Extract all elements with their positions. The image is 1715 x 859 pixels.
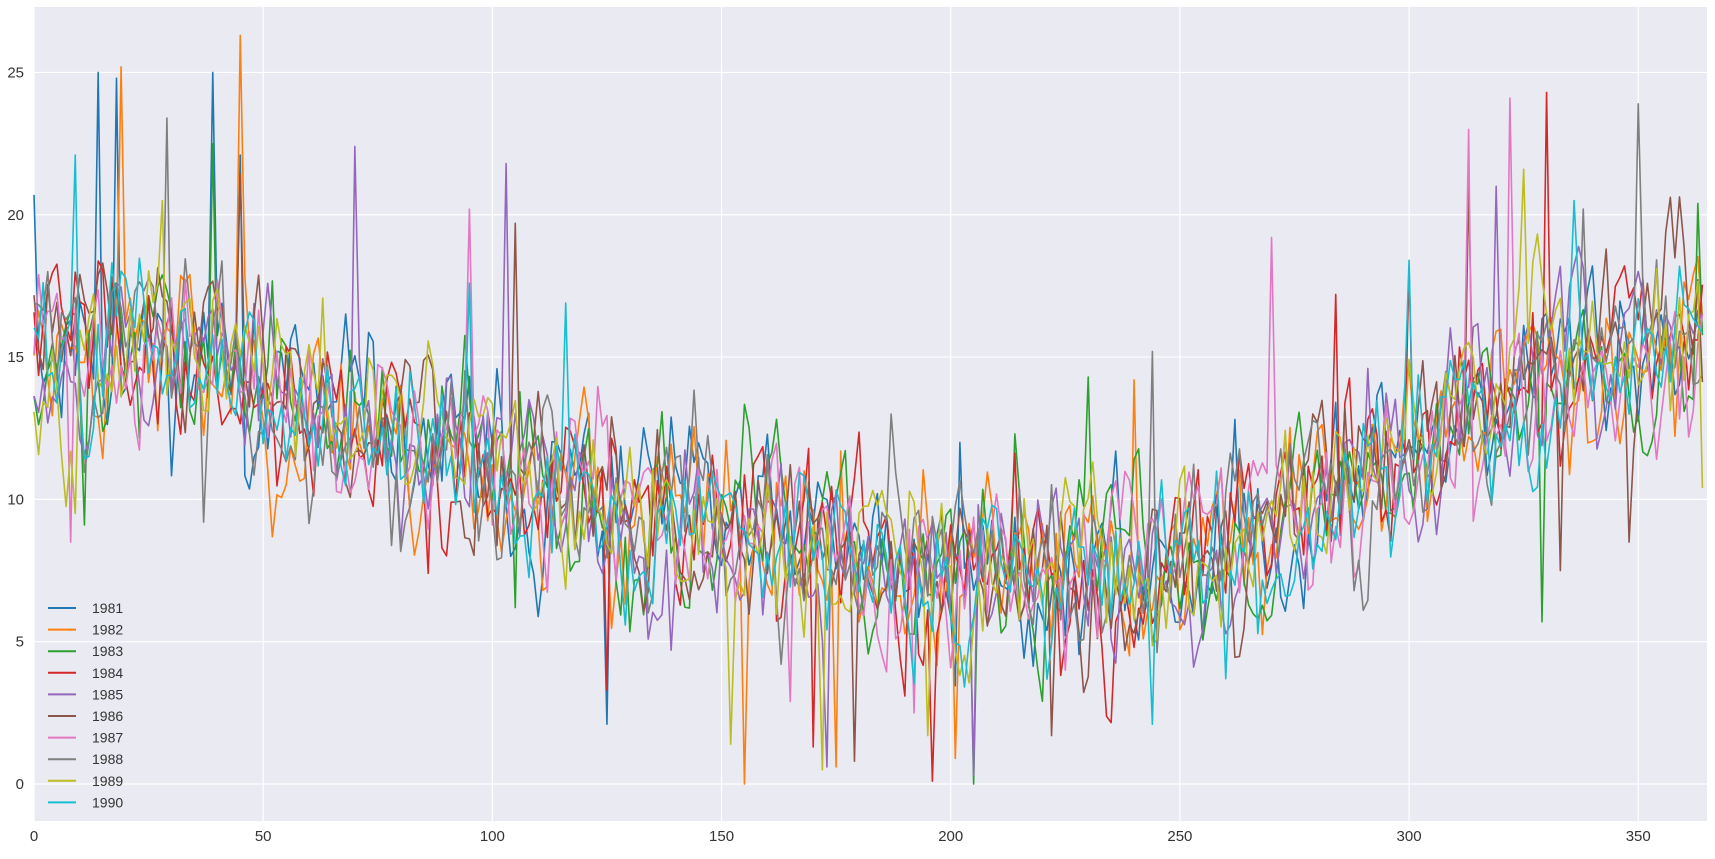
x-tick-label: 50 bbox=[255, 828, 272, 845]
legend-label-1986: 1986 bbox=[92, 708, 123, 724]
series-lines bbox=[33, 34, 1704, 785]
legend: 1981 1982 1983 1984 1985 1986 1987 1988 1989 1990 bbox=[48, 600, 123, 810]
x-tick-label: 250 bbox=[1167, 828, 1192, 845]
legend-label-1989: 1989 bbox=[92, 773, 123, 789]
y-tick-label: 20 bbox=[7, 207, 24, 224]
legend-label-1990: 1990 bbox=[92, 794, 123, 810]
series-line-1990 bbox=[33, 154, 1704, 726]
x-tick-label: 0 bbox=[30, 828, 38, 845]
y-tick-label: 0 bbox=[16, 776, 24, 793]
series-line-1984 bbox=[33, 91, 1704, 782]
x-tick-label: 300 bbox=[1397, 828, 1422, 845]
x-axis-tick-labels: 0 50 100 150 200 250 300 350 bbox=[30, 828, 1651, 845]
y-tick-label: 25 bbox=[7, 64, 24, 81]
x-tick-label: 100 bbox=[480, 828, 505, 845]
x-tick-label: 200 bbox=[938, 828, 963, 845]
series-line-1988 bbox=[33, 102, 1704, 665]
legend-label-1983: 1983 bbox=[92, 643, 123, 659]
legend-label-1987: 1987 bbox=[92, 730, 123, 746]
legend-label-1988: 1988 bbox=[92, 751, 123, 767]
x-tick-label: 350 bbox=[1626, 828, 1651, 845]
legend-label-1984: 1984 bbox=[92, 665, 123, 681]
y-axis-tick-labels: 0 5 10 15 20 25 bbox=[7, 64, 24, 793]
y-tick-label: 10 bbox=[7, 491, 24, 508]
legend-label-1985: 1985 bbox=[92, 686, 123, 702]
y-tick-label: 5 bbox=[16, 634, 24, 651]
legend-label-1981: 1981 bbox=[92, 600, 123, 616]
legend-label-1982: 1982 bbox=[92, 622, 123, 638]
y-tick-label: 15 bbox=[7, 349, 24, 366]
x-tick-label: 150 bbox=[709, 828, 734, 845]
